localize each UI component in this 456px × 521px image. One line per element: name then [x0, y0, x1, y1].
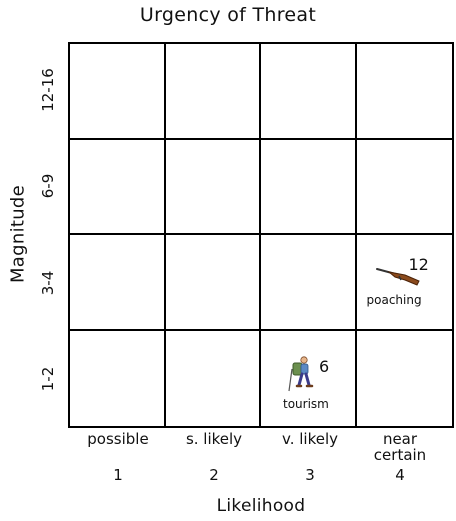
rifle-icon — [375, 268, 420, 286]
row-label-6-9: 6-9 — [39, 173, 57, 199]
column-label-v-likely: v. likely — [281, 430, 338, 448]
matrix-cell — [356, 44, 452, 140]
matrix-cell — [165, 139, 261, 235]
column-number-4: 4 — [395, 466, 405, 484]
matrix-cell — [261, 44, 357, 140]
matrix-cell — [70, 139, 166, 235]
column-number-1: 1 — [113, 466, 123, 484]
threat-score: 12 — [408, 255, 429, 274]
row-label-12-16: 12-16 — [39, 68, 57, 112]
matrix-cell — [357, 331, 453, 427]
hiker-icon — [288, 355, 314, 391]
matrix-cell — [165, 44, 261, 140]
matrix-cell-tourism: 6 tourism — [261, 330, 357, 427]
row-label-1-2: 1-2 — [39, 366, 57, 392]
column-label-possible: possible — [87, 430, 149, 448]
column-label-near-certain: near certain — [373, 430, 427, 464]
threat-matrix-grid: 12 poaching 6 tourism — [68, 42, 454, 428]
row-label-3-4: 3-4 — [39, 270, 57, 296]
diagram-title: Urgency of Threat — [139, 4, 317, 26]
column-number-3: 3 — [305, 466, 315, 484]
threat-poaching: 12 poaching — [357, 235, 453, 331]
matrix-cell — [165, 235, 261, 331]
matrix-cell — [356, 140, 452, 235]
threat-name: poaching — [366, 293, 422, 307]
matrix-cell — [261, 235, 357, 331]
matrix-cell — [166, 330, 261, 426]
threat-name: tourism — [283, 396, 329, 411]
y-axis-label: Magnitude — [7, 184, 29, 284]
threat-score: 6 — [319, 356, 330, 376]
matrix-cell — [70, 330, 166, 426]
matrix-cell-poaching: 12 poaching — [356, 235, 453, 331]
column-label-s-likely: s. likely — [185, 430, 243, 448]
column-number-2: 2 — [209, 466, 219, 484]
matrix-cell — [70, 235, 166, 331]
x-axis-label: Likelihood — [216, 496, 306, 516]
threat-tourism: 6 tourism — [261, 331, 357, 427]
matrix-cell — [70, 44, 166, 140]
matrix-cell — [261, 139, 357, 235]
